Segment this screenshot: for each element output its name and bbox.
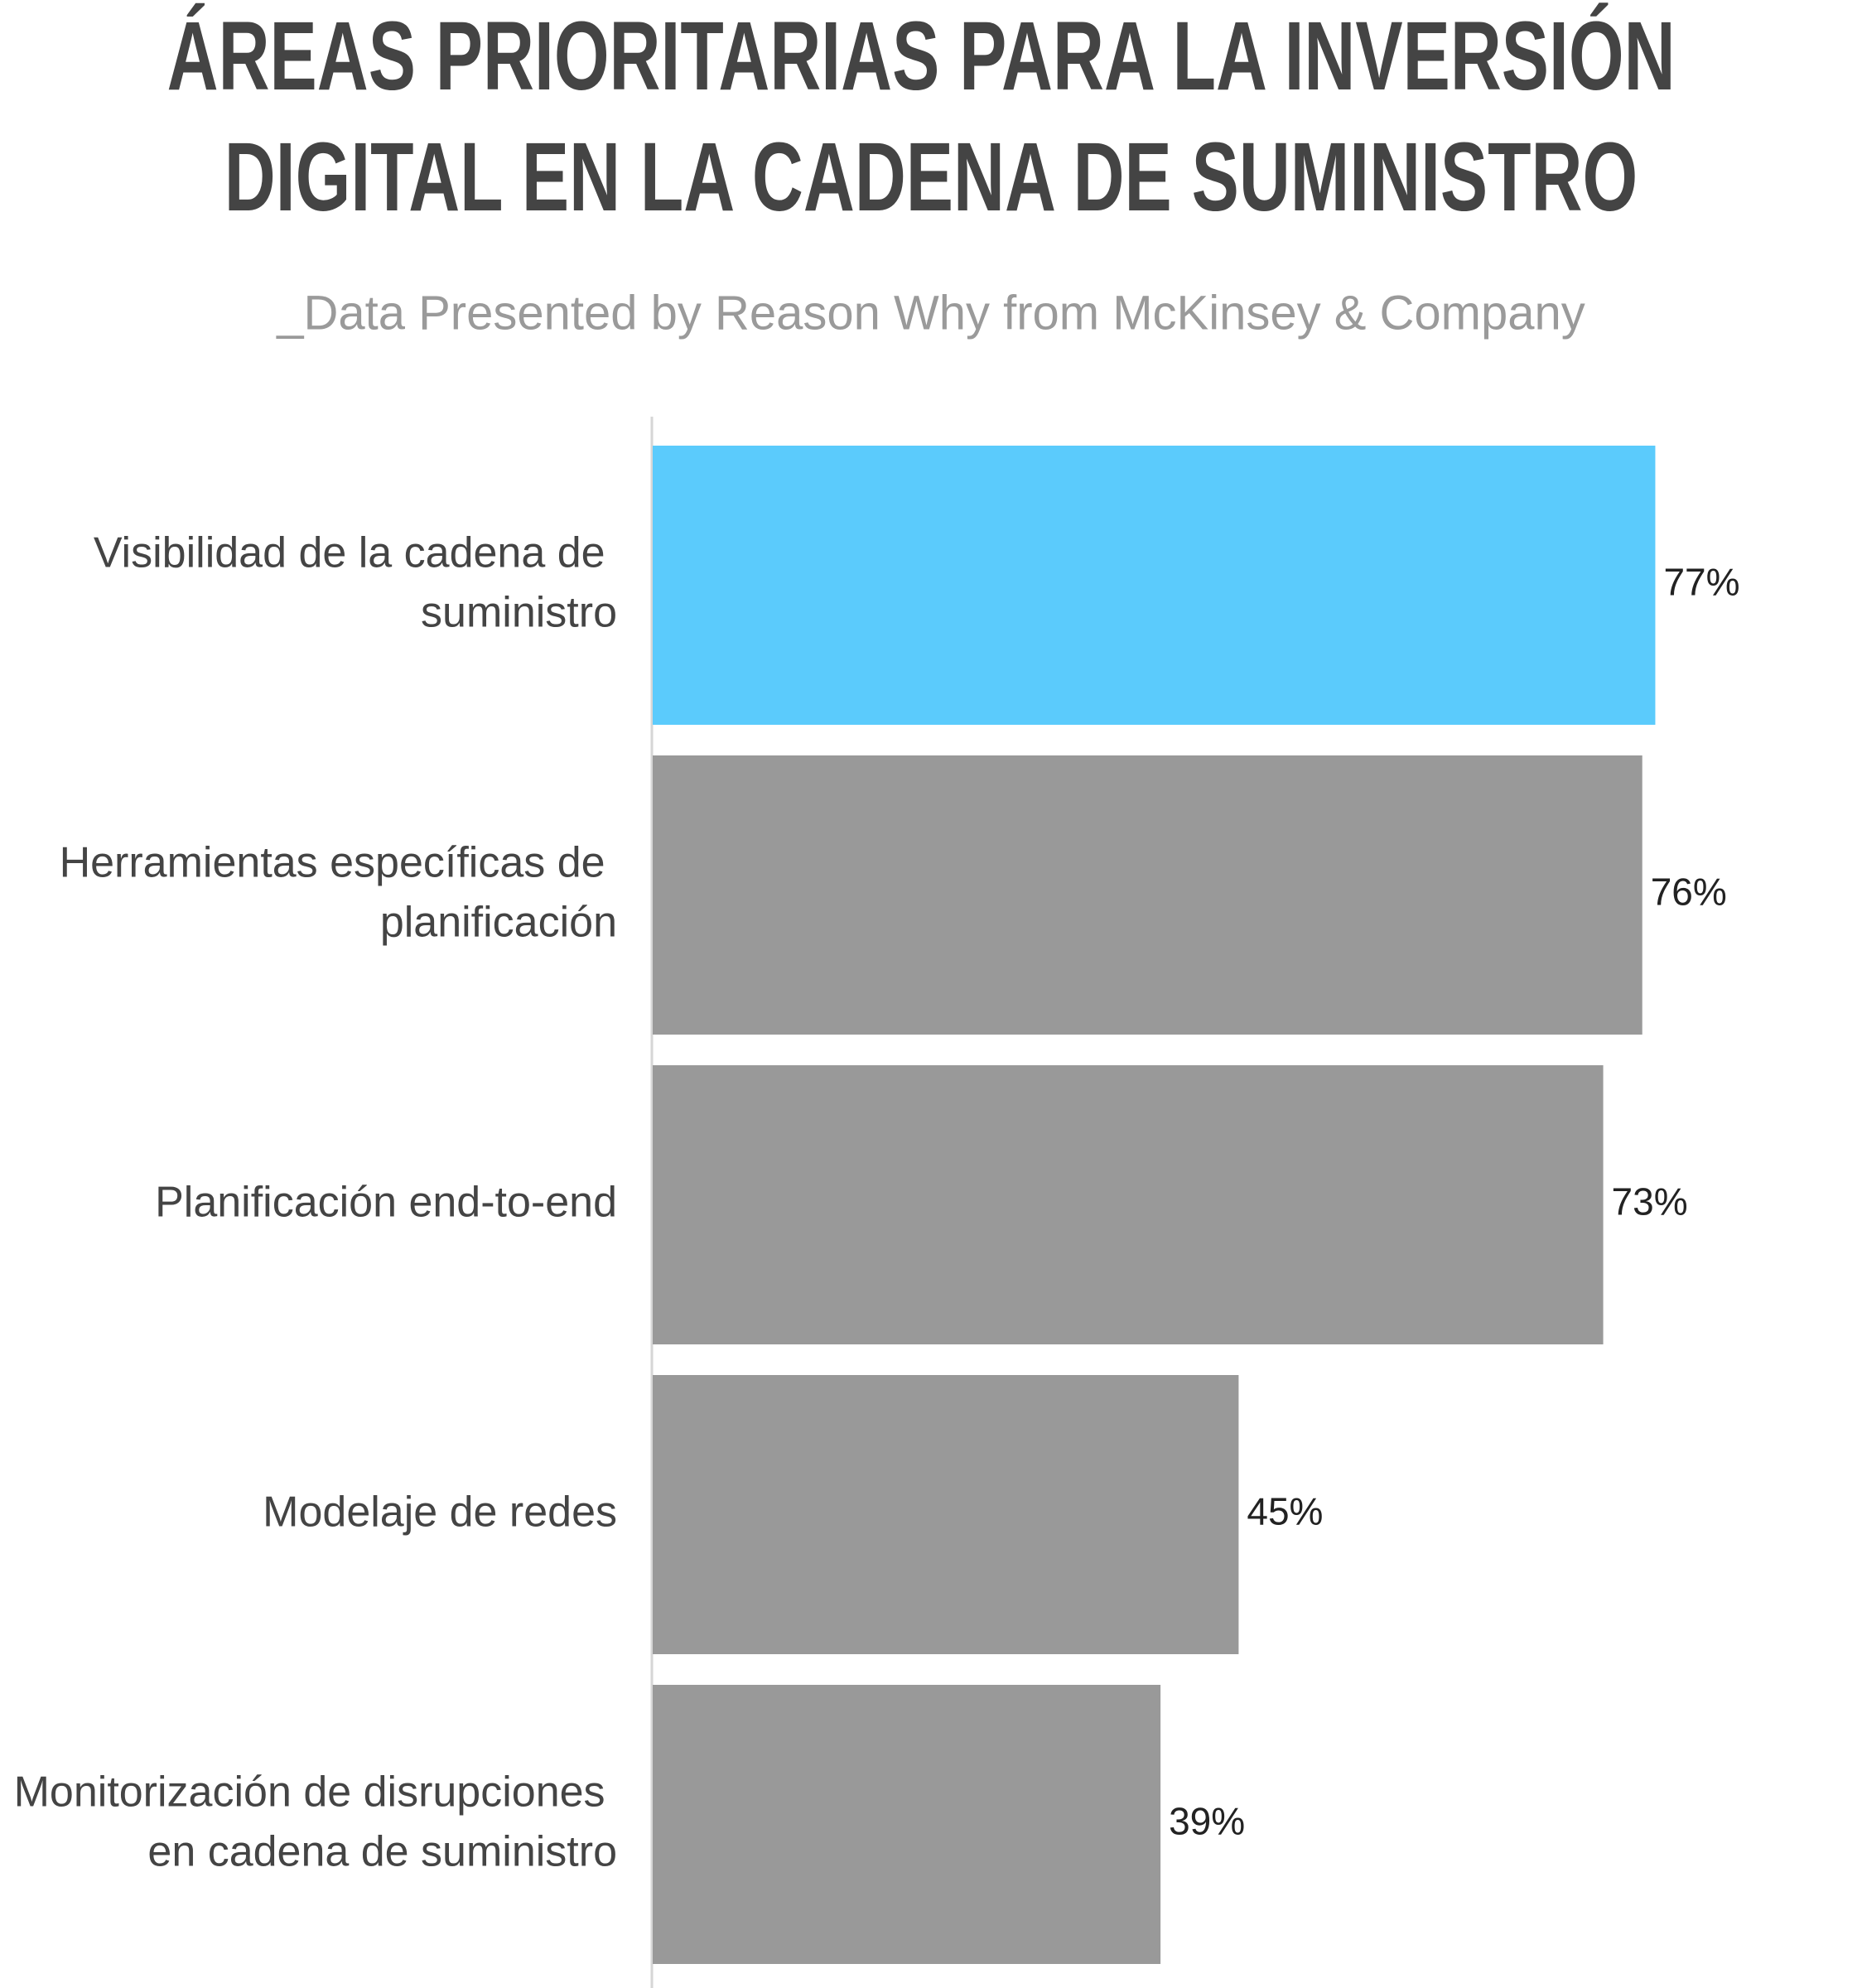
value-label: 39%: [1169, 1800, 1245, 1843]
category-label: Herramientas específicas de planificació…: [60, 838, 617, 946]
category-label: Visibilidad de la cadena de suministro: [94, 528, 617, 636]
value-label: 77%: [1663, 561, 1739, 604]
chart-subtitle: _Data Presented by Reason Why from McKin…: [276, 286, 1585, 340]
bar: [653, 446, 1656, 725]
chart-title: ÁREAS PRIORITARIAS PARA LA INVERSIÓN DIG…: [167, 2, 1696, 232]
bar: [653, 1065, 1604, 1344]
value-label: 45%: [1247, 1490, 1323, 1533]
value-label: 73%: [1612, 1180, 1688, 1223]
bar: [653, 755, 1643, 1035]
category-label: Planificación end-to-end: [155, 1178, 617, 1226]
category-label: Monitorización de disrupciones en cadena…: [14, 1768, 617, 1875]
bar: [653, 1685, 1161, 1964]
value-label: 76%: [1651, 871, 1727, 914]
category-label: Modelaje de redes: [263, 1488, 617, 1536]
bar: [653, 1375, 1239, 1654]
